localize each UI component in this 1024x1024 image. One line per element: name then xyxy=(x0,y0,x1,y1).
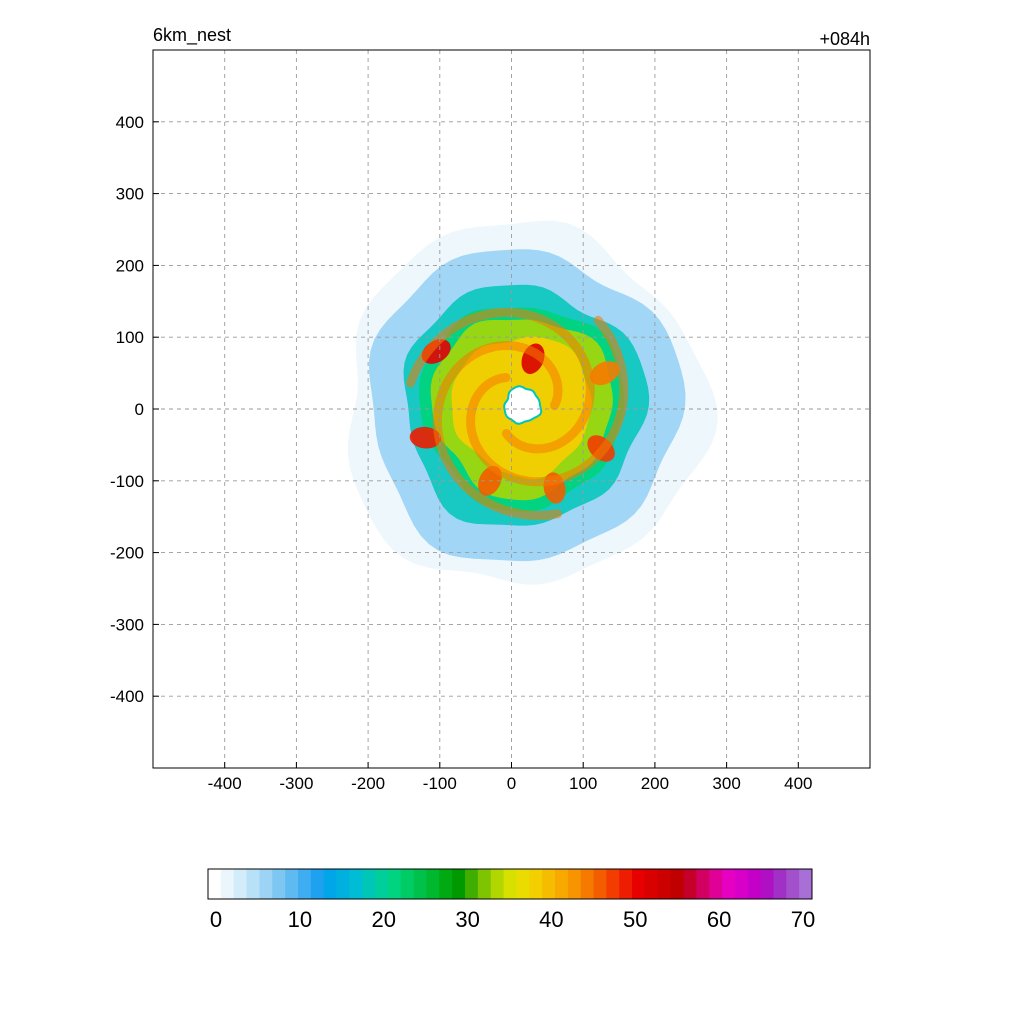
colorbar-label: 10 xyxy=(288,907,312,932)
colorbar-swatch xyxy=(323,869,338,899)
colorbar-swatch xyxy=(722,869,736,899)
colorbar-swatch xyxy=(696,869,710,899)
colorbar-swatch xyxy=(490,869,505,899)
y-axis: 400 300 200 100 0 -100 -200 -300 -400 xyxy=(110,113,159,706)
y-tick-label: 200 xyxy=(116,256,144,275)
colorbar-swatch xyxy=(516,869,530,899)
colorbar: 0 10 20 30 40 50 60 70 xyxy=(207,868,815,932)
colorbar-swatch xyxy=(387,869,402,899)
colorbar-swatch xyxy=(670,869,684,899)
colorbar-swatch xyxy=(773,869,787,899)
colorbar-label: 20 xyxy=(371,907,395,932)
colorbar-swatch xyxy=(285,869,299,899)
wind-field xyxy=(348,220,718,585)
colorbar-swatch xyxy=(413,869,427,899)
y-tick-label: 100 xyxy=(116,328,144,347)
forecast-hour: +084h xyxy=(819,29,870,49)
colorbar-swatch xyxy=(632,869,646,899)
colorbar-swatch xyxy=(709,869,723,899)
colorbar-swatch xyxy=(208,869,222,899)
y-tick-label: 400 xyxy=(116,113,144,132)
colorbar-swatch xyxy=(477,869,492,899)
y-tick-label: -100 xyxy=(110,472,144,491)
rain-band xyxy=(432,340,563,521)
colorbar-swatch xyxy=(606,869,620,899)
colorbar-swatch xyxy=(567,869,582,899)
y-tick-label: 300 xyxy=(116,185,144,204)
x-tick-label: 400 xyxy=(784,774,812,793)
colorbar-swatch xyxy=(580,869,595,899)
colorbar-frame xyxy=(207,868,813,900)
colorbar-swatch xyxy=(657,869,672,899)
colorbar-swatch xyxy=(246,869,260,899)
colorbar-swatch xyxy=(760,869,774,899)
rain-band xyxy=(466,315,629,487)
colorbar-swatch xyxy=(503,869,517,899)
colorbar-swatch xyxy=(259,869,273,899)
x-tick-label: -200 xyxy=(351,774,385,793)
x-tick-label: -400 xyxy=(208,774,242,793)
colorbar-swatch xyxy=(439,869,453,899)
colorbar-label: 70 xyxy=(791,907,815,932)
colorbar-swatch xyxy=(747,869,762,899)
y-tick-label: 0 xyxy=(135,400,144,419)
colorbar-swatch xyxy=(465,869,479,899)
colorbar-label: 40 xyxy=(539,907,563,932)
wind-maximum xyxy=(589,361,620,386)
colorbar-label: 0 xyxy=(210,907,222,932)
colorbar-swatch xyxy=(310,869,325,899)
x-tick-label: 300 xyxy=(712,774,740,793)
x-axis: -400 -300 -200 -100 0 100 200 300 400 xyxy=(208,762,812,793)
panel-title: 6km_nest xyxy=(153,25,231,46)
x-tick-label: -100 xyxy=(423,774,457,793)
colorbar-swatch xyxy=(400,869,415,899)
colorbar-swatch xyxy=(362,869,376,899)
x-tick-label: 100 xyxy=(569,774,597,793)
colorbar-swatch xyxy=(542,869,556,899)
colorbar-swatch xyxy=(233,869,248,899)
x-tick-label: 200 xyxy=(641,774,669,793)
colorbar-swatch xyxy=(272,869,286,899)
wind-maximum xyxy=(409,426,442,449)
storm-eye xyxy=(503,385,543,425)
colorbar-label: 50 xyxy=(623,907,647,932)
colorbar-swatch xyxy=(799,869,813,899)
colorbar-swatch xyxy=(426,869,440,899)
colorbar-swatch xyxy=(734,869,749,899)
colorbar-swatch xyxy=(593,869,607,899)
x-tick-label: -300 xyxy=(279,774,313,793)
colorbar-swatch xyxy=(644,869,659,899)
rain-band xyxy=(406,307,595,454)
colorbar-swatch xyxy=(683,869,697,899)
colorbar-label: 30 xyxy=(455,907,479,932)
colorbar-swatch xyxy=(349,869,363,899)
x-tick-label: 0 xyxy=(507,774,516,793)
colorbar-swatch xyxy=(220,869,235,899)
colorbar-swatch xyxy=(297,869,312,899)
colorbar-swatch xyxy=(619,869,633,899)
colorbar-swatch xyxy=(554,869,569,899)
colorbar-swatch xyxy=(786,869,800,899)
y-tick-label: -300 xyxy=(110,615,144,634)
colorbar-swatch xyxy=(336,869,350,899)
y-tick-label: -200 xyxy=(110,544,144,563)
colorbar-swatch xyxy=(375,869,389,899)
colorbar-swatch xyxy=(452,869,466,899)
colorbar-swatch xyxy=(529,869,543,899)
colorbar-label: 60 xyxy=(707,907,731,932)
y-tick-label: -400 xyxy=(110,687,144,706)
